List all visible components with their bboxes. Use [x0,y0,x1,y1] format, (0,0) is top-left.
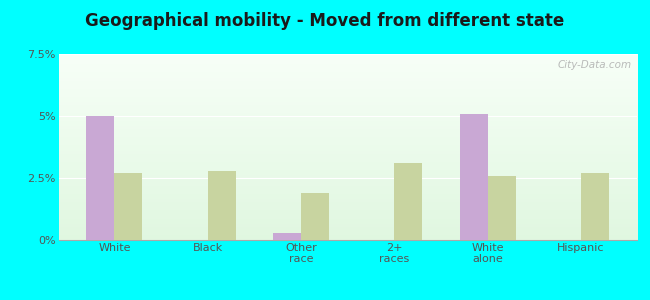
Bar [460,113,488,240]
Bar [114,173,142,240]
Text: City-Data.com: City-Data.com [557,60,631,70]
Bar [208,171,236,240]
Legend: East Dublin, GA, Georgia: East Dublin, GA, Georgia [233,298,462,300]
Bar [86,116,114,240]
Bar [301,193,329,240]
Bar [581,173,609,240]
Bar [395,163,423,240]
Bar [273,232,301,240]
Text: Geographical mobility - Moved from different state: Geographical mobility - Moved from diffe… [85,12,565,30]
Bar [488,176,515,240]
